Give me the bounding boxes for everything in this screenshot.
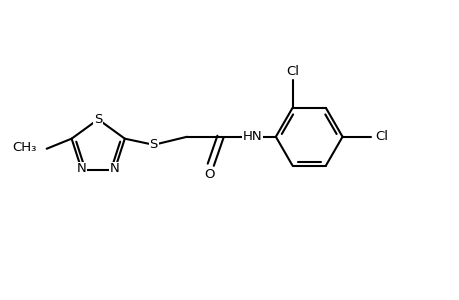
Text: HN: HN — [242, 130, 262, 143]
Text: S: S — [149, 138, 157, 151]
Text: Cl: Cl — [374, 130, 387, 143]
Text: N: N — [77, 162, 86, 176]
Text: CH₃: CH₃ — [12, 141, 37, 154]
Text: N: N — [110, 162, 119, 176]
Text: S: S — [94, 113, 102, 126]
Text: Cl: Cl — [285, 65, 298, 78]
Text: O: O — [204, 168, 214, 181]
